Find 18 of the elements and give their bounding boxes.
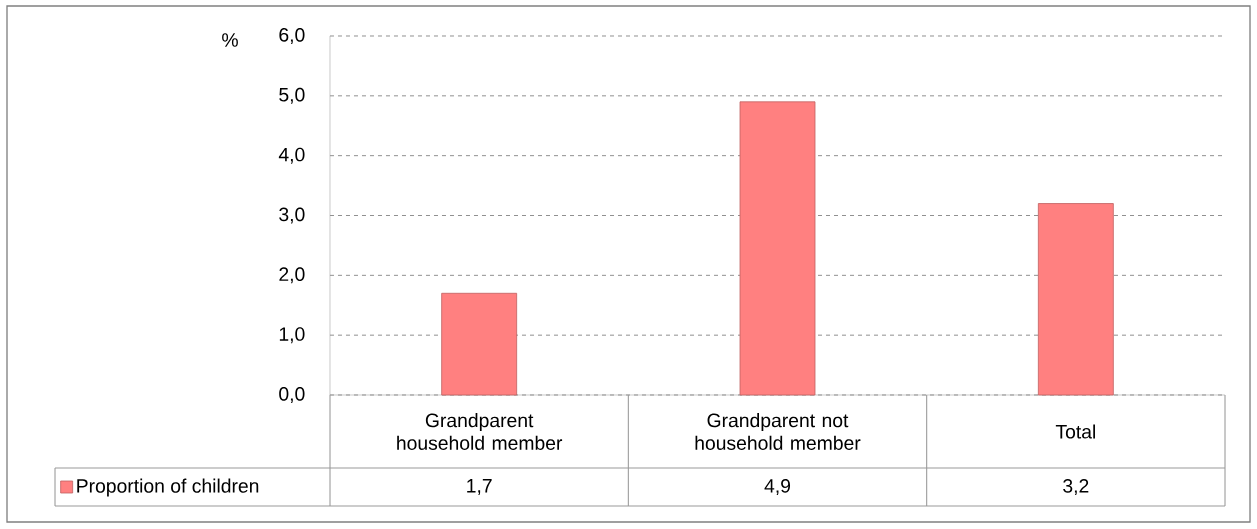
x-tick-label: Total xyxy=(1055,424,1095,439)
data-label: 4,9 xyxy=(764,479,791,495)
x-tick-label: Grandparent not household member xyxy=(695,413,861,450)
y-tick-label: 5,0 xyxy=(279,87,305,104)
data-label: 1,7 xyxy=(467,479,492,495)
y-tick-label: 3,0 xyxy=(279,207,305,224)
y-axis-title: % xyxy=(222,33,238,47)
y-tick-label: 1,0 xyxy=(279,327,305,344)
y-tick-label: 0,0 xyxy=(279,387,305,403)
y-tick-label: 4,0 xyxy=(278,147,305,164)
y-tick-label: 6,0 xyxy=(279,28,305,44)
y-tick-label: 2,0 xyxy=(279,267,305,284)
bar xyxy=(1037,203,1114,396)
legend-label: Proportion of children xyxy=(77,478,259,497)
x-tick-label: Grandparent household member xyxy=(397,413,563,450)
bar xyxy=(739,101,816,396)
data-label: 3,2 xyxy=(1063,479,1089,495)
bar xyxy=(441,292,518,396)
